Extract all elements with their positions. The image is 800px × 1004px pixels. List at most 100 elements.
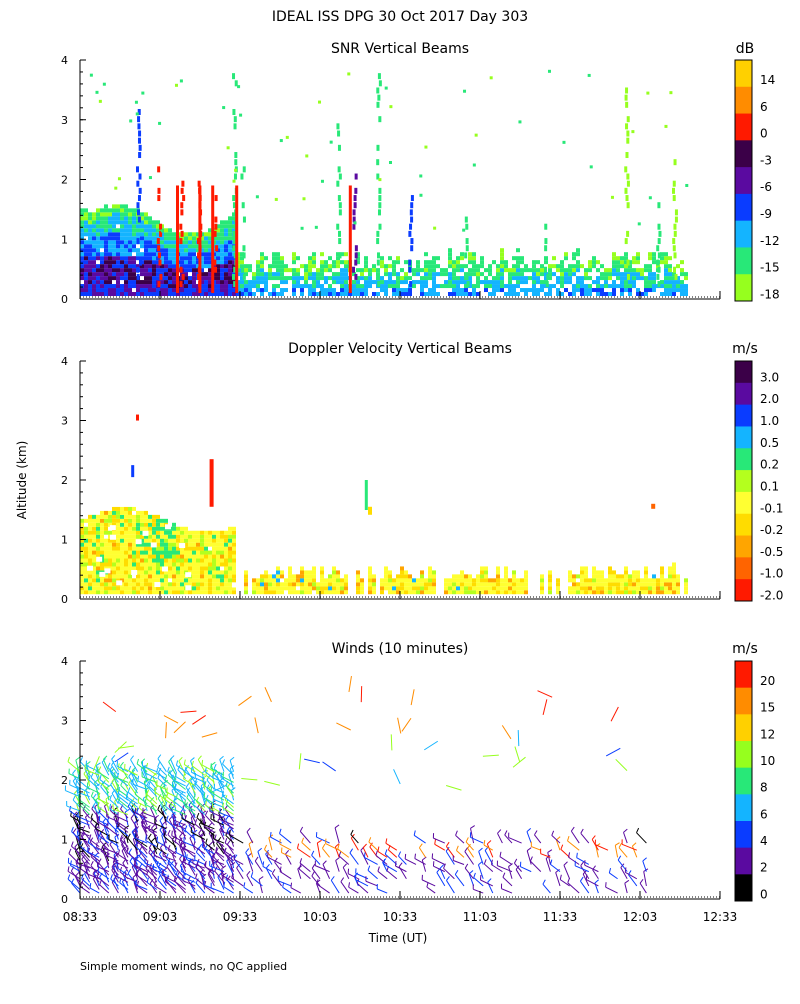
snr-cell <box>160 280 164 284</box>
y-tick-label: 1 <box>61 534 68 547</box>
snr-cell <box>124 268 128 272</box>
snr-cell <box>424 276 428 280</box>
doppler-cell <box>664 590 668 594</box>
doppler-cell <box>448 586 452 590</box>
wind-barb <box>530 861 540 871</box>
snr-cell <box>120 204 124 208</box>
snr-cell <box>512 264 516 268</box>
snr-cell <box>596 292 600 296</box>
doppler-cell <box>100 566 104 570</box>
doppler-cell <box>320 570 324 574</box>
snr-cell <box>124 228 128 232</box>
doppler-cell <box>524 582 528 586</box>
snr-speck <box>378 178 381 181</box>
snr-streak <box>675 217 678 223</box>
doppler-cell <box>88 527 92 531</box>
snr-cell <box>224 272 228 276</box>
wind-barb <box>527 832 531 843</box>
snr-cell <box>672 288 676 292</box>
snr-cell <box>460 252 464 256</box>
doppler-cell <box>500 586 504 590</box>
doppler-cell <box>320 566 324 570</box>
wind-barb <box>388 850 396 857</box>
doppler-gap <box>136 539 142 544</box>
doppler-cell <box>168 543 172 547</box>
doppler-speck <box>368 507 372 515</box>
snr-streak <box>627 181 630 187</box>
snr-cell <box>160 244 164 248</box>
snr-streak <box>137 123 140 129</box>
snr-cell <box>328 256 332 260</box>
snr-cell <box>124 236 128 240</box>
doppler-cell <box>168 590 172 594</box>
snr-streak <box>234 174 237 180</box>
snr-cell <box>392 284 396 288</box>
doppler-cell <box>144 586 148 590</box>
doppler-cell <box>88 555 92 559</box>
doppler-cell <box>228 527 232 531</box>
doppler-cell <box>160 543 164 547</box>
doppler-cell <box>232 590 236 594</box>
doppler-cell <box>316 590 320 594</box>
snr-cell <box>628 284 632 288</box>
doppler-cell <box>292 582 296 586</box>
wind-barb-feather <box>500 852 501 857</box>
snr-cell <box>320 284 324 288</box>
snr-cell <box>132 276 136 280</box>
snr-cell <box>172 240 176 244</box>
doppler-cell <box>368 586 372 590</box>
doppler-cell <box>612 574 616 578</box>
snr-cell <box>488 268 492 272</box>
snr-cell <box>556 276 560 280</box>
snr-cell <box>272 292 276 296</box>
snr-cell <box>132 232 136 236</box>
wind-barb-feather <box>619 843 621 847</box>
snr-cell <box>296 284 300 288</box>
doppler-cell <box>160 539 164 543</box>
snr-cell <box>172 284 176 288</box>
snr-cell <box>152 240 156 244</box>
doppler-cell <box>336 582 340 586</box>
snr-speck <box>286 136 289 139</box>
snr-cell <box>152 248 156 252</box>
doppler-cell <box>120 535 124 539</box>
snr-cell <box>604 276 608 280</box>
doppler-cell <box>112 543 116 547</box>
snr-cell <box>80 244 84 248</box>
snr-cell <box>188 264 192 268</box>
snr-cell <box>152 284 156 288</box>
snr-cell <box>184 260 188 264</box>
snr-streak <box>467 281 470 287</box>
snr-cell <box>548 288 552 292</box>
doppler-cell <box>412 590 416 594</box>
wind-barb <box>164 716 178 723</box>
snr-cell <box>228 256 232 260</box>
snr-cell <box>92 284 96 288</box>
snr-cell <box>412 268 416 272</box>
doppler-cell <box>664 586 668 590</box>
doppler-cell <box>636 590 640 594</box>
snr-cell <box>668 280 672 284</box>
snr-cell <box>360 276 364 280</box>
doppler-cell <box>176 574 180 578</box>
snr-cell <box>608 268 612 272</box>
snr-cell <box>668 264 672 268</box>
doppler-cell <box>104 547 108 551</box>
wind-barb <box>422 860 425 872</box>
snr-cell <box>392 292 396 296</box>
doppler-cell <box>256 582 260 586</box>
wind-barb <box>497 866 512 872</box>
doppler-cell <box>624 586 628 590</box>
doppler-cell <box>572 590 576 594</box>
snr-cell <box>300 276 304 280</box>
doppler-cell <box>92 519 96 523</box>
snr-cell <box>344 272 348 276</box>
doppler-cell <box>232 547 236 551</box>
doppler-cell <box>132 507 136 511</box>
snr-cell <box>492 276 496 280</box>
wind-barb-feather <box>577 853 578 858</box>
wind-barb-feather <box>160 817 163 821</box>
snr-cell <box>612 260 616 264</box>
doppler-cell <box>264 574 268 578</box>
doppler-cell <box>484 566 488 570</box>
